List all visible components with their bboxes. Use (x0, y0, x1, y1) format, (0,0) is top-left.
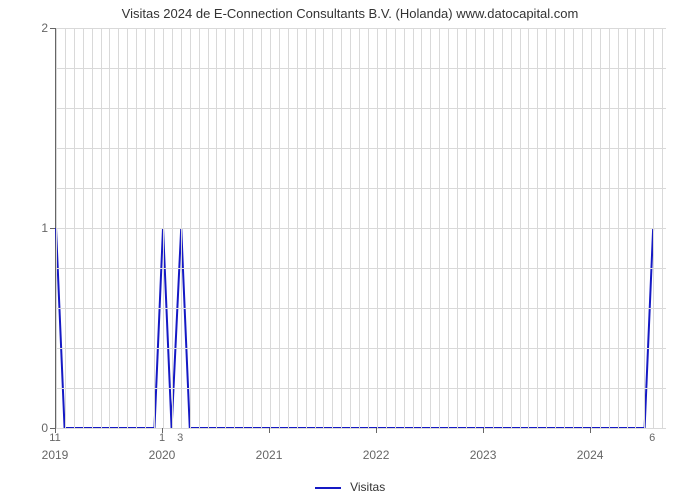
gridline-h (56, 228, 666, 229)
point-label: 3 (177, 432, 183, 444)
gridline-h (56, 148, 666, 149)
x-tick-label: 2022 (363, 448, 390, 462)
gridline-h (56, 388, 666, 389)
gridline-h (56, 68, 666, 69)
x-tick-label: 2021 (256, 448, 283, 462)
x-tick-mark (376, 428, 377, 433)
y-tick-mark (50, 28, 55, 29)
gridline-h (56, 108, 666, 109)
gridline-h (56, 188, 666, 189)
x-tick-mark (590, 428, 591, 433)
gridline-h (56, 28, 666, 29)
gridline-h (56, 268, 666, 269)
point-label: 6 (649, 432, 655, 444)
chart-container: Visitas 2024 de E-Connection Consultants… (0, 0, 700, 500)
x-tick-label: 2024 (577, 448, 604, 462)
x-tick-label: 2020 (149, 448, 176, 462)
gridline-h (56, 348, 666, 349)
point-label: 11 (49, 432, 60, 444)
legend: Visitas (0, 480, 700, 494)
gridline-h (56, 428, 666, 429)
y-tick-label: 1 (8, 221, 48, 235)
y-tick-label: 2 (8, 21, 48, 35)
point-label: 1 (159, 432, 165, 444)
gridline-h (56, 308, 666, 309)
x-tick-label: 2019 (42, 448, 69, 462)
chart-title: Visitas 2024 de E-Connection Consultants… (0, 6, 700, 21)
y-tick-mark (50, 228, 55, 229)
legend-swatch (315, 487, 341, 489)
plot-area (55, 28, 666, 429)
legend-label: Visitas (350, 480, 385, 494)
x-tick-label: 2023 (470, 448, 497, 462)
x-tick-mark (269, 428, 270, 433)
x-tick-mark (483, 428, 484, 433)
y-tick-label: 0 (8, 421, 48, 435)
